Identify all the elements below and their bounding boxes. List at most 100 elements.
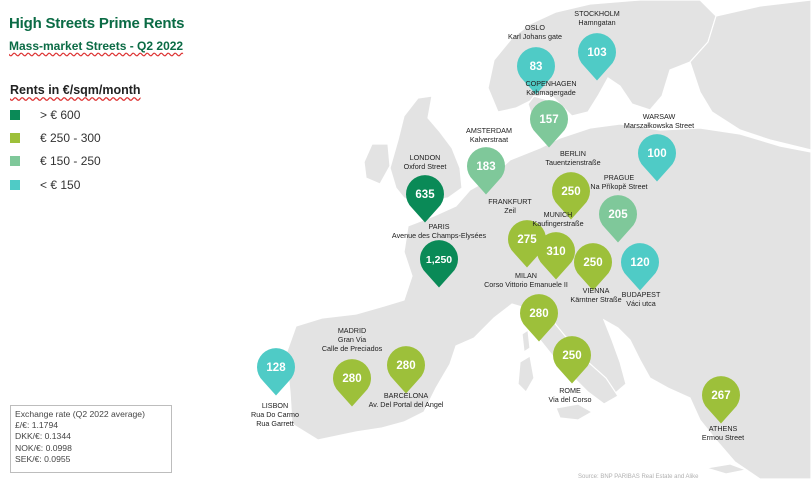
pin-marker (530, 100, 568, 148)
pin-value: 275 (517, 234, 537, 246)
street-name: Købmagergade (526, 88, 576, 97)
exchange-rate-gbp: £/€: 1.1794 (15, 420, 59, 431)
pin-value: 310 (546, 246, 565, 258)
pin-value: 83 (530, 61, 543, 73)
exchange-heading: Exchange rate (Q2 2022 average) (15, 409, 145, 419)
city-pin: 128 (257, 348, 295, 396)
street-name: Marszałkowska Street (623, 121, 695, 130)
city-name: LONDON (409, 153, 441, 162)
city-pin: 635 (406, 175, 444, 223)
city-pins: 83 103 157 183 100 250 635 205 275 310 1,250 250 120… (257, 33, 740, 424)
pin-marker (387, 346, 425, 394)
city-name: FRANKFURT (488, 197, 532, 206)
street-name-2: Rua Garrett (256, 419, 294, 428)
exchange-rate-box: Exchange rate (Q2 2022 average) £/€: 1.1… (10, 405, 172, 473)
pin-marker (638, 134, 676, 182)
city-label: MADRID Gran Via Calle de Preciados (322, 326, 382, 353)
city-label: ROME Via del Corso (548, 386, 591, 404)
city-label: WARSAW Marszałkowska Street (624, 112, 694, 130)
pin-marker (419, 240, 458, 288)
pin-marker (467, 147, 506, 195)
legend-item: < € 150 (10, 178, 80, 192)
pin-marker (332, 359, 371, 407)
pin-marker (516, 47, 555, 95)
pin-value: 120 (630, 257, 649, 269)
pin-value: 100 (647, 148, 666, 160)
pin-marker (621, 243, 660, 291)
subtitle-text: Mass-market Streets - Q2 2022 (9, 39, 184, 53)
city-name: PRAGUE (603, 173, 635, 182)
city-name: ROME (559, 386, 581, 395)
city-label: OSLO Karl Johans gate (508, 23, 562, 41)
street-name: Av. Del Portal del Angel (368, 400, 444, 409)
city-name: WARSAW (642, 112, 676, 121)
city-name: OSLO (525, 23, 545, 32)
city-pin: 183 (467, 147, 506, 195)
street-name: Rua Do Carmo (251, 410, 299, 419)
pin-value: 635 (415, 189, 435, 201)
legend-item: € 250 - 300 (10, 131, 101, 145)
city-pin: 280 (332, 359, 371, 407)
city-label: BARCELONA Av. Del Portal del Angel (369, 391, 444, 409)
pin-marker (508, 220, 546, 268)
street-name: Avenue des Champs-Elysées (391, 231, 487, 240)
city-label: FRANKFURT Zeil (488, 197, 531, 215)
city-pin: 205 (599, 195, 637, 243)
city-pin: 310 (536, 232, 575, 280)
city-pin: 103 (578, 33, 616, 81)
street-name: Kärntner Straße (570, 295, 622, 304)
city-name: BARCELONA (383, 391, 429, 400)
city-name: VIENNA (582, 286, 610, 295)
legend-swatch (10, 110, 20, 120)
city-label: BERLIN Tauentzienstraße (545, 149, 600, 167)
legend-title: Rents in €/sqm/month (10, 83, 141, 97)
city-pin: 280 (520, 294, 558, 342)
city-name: AMSTERDAM (466, 126, 512, 135)
legend-swatch (10, 180, 20, 190)
pin-marker (406, 175, 444, 223)
city-pin: 250 (551, 172, 590, 220)
street-name: Corso Vittorio Emanuele II (484, 280, 568, 289)
city-pin: 267 (702, 376, 740, 424)
city-label: BUDAPEST Váci utca (622, 290, 661, 308)
street-name: Na Příkopě Street (590, 182, 648, 191)
city-label: COPENHAGEN Købmagergade (525, 79, 576, 97)
source-note: Source: BNP PARIBAS Real Estate and Alik… (578, 474, 699, 480)
street-name: Tauentzienstraße (545, 158, 601, 167)
city-name: MUNICH (543, 210, 573, 219)
pin-marker (536, 232, 575, 280)
legend-label: € 250 - 300 (40, 131, 101, 145)
city-name: ATHENS (708, 424, 738, 433)
map-title: High Streets Prime Rents (9, 15, 185, 32)
pin-marker (257, 348, 295, 396)
legend-item: € 150 - 250 (10, 154, 101, 168)
legend-label: € 150 - 250 (40, 154, 101, 168)
pin-value: 205 (608, 209, 628, 221)
city-pin: 280 (387, 346, 425, 394)
city-label: STOCKHOLM Hamngatan (574, 9, 619, 27)
city-pin: 157 (530, 100, 568, 148)
pin-value: 280 (396, 360, 415, 372)
pin-value: 280 (529, 308, 548, 320)
street-name-2: Calle de Preciados (321, 344, 383, 353)
legend-swatch (10, 133, 20, 143)
pin-marker (551, 172, 590, 220)
city-label: LISBON Rua Do Carmo Rua Garrett (251, 401, 299, 428)
pin-marker (520, 294, 558, 342)
pin-value: 1,250 (426, 254, 452, 266)
street-name: Váci utca (626, 299, 656, 308)
pin-marker (553, 336, 591, 384)
exchange-rate-sek: SEK/€: 0.0955 (15, 453, 71, 464)
pin-value: 250 (562, 350, 581, 362)
street-name: Karl Johans gate (508, 32, 562, 41)
pin-marker (578, 33, 616, 81)
street-name: Zeil (504, 206, 516, 215)
street-name: Kaufingerstraße (532, 219, 584, 228)
city-label: PRAGUE Na Příkopě Street (590, 173, 647, 191)
city-label: LONDON Oxford Street (404, 153, 447, 171)
pin-marker (599, 195, 637, 243)
pin-value: 250 (561, 186, 580, 198)
city-name: STOCKHOLM (574, 9, 620, 18)
city-label: ATHENS Ermou Street (702, 424, 744, 442)
city-label: MILAN Corso Vittorio Emanuele II (484, 271, 568, 289)
